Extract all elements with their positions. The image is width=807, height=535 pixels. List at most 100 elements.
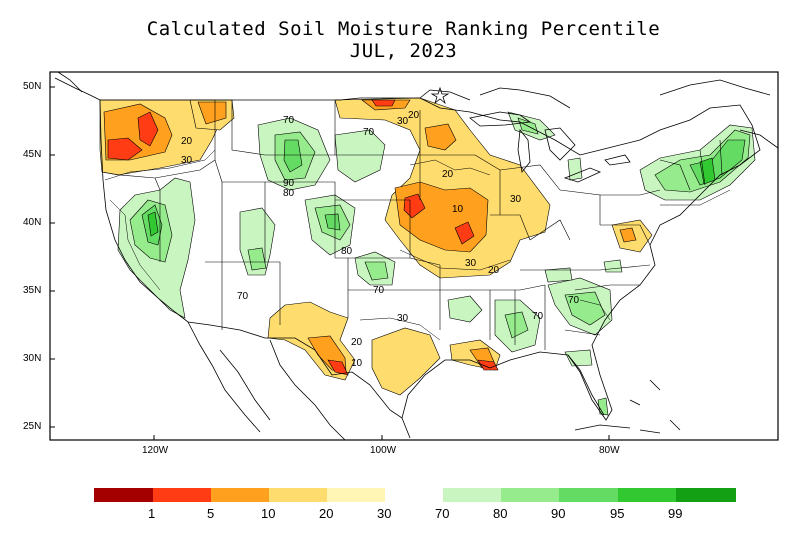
contour-label: 20 (442, 169, 454, 180)
mexico-interior (219, 349, 271, 421)
contour-label: 70 (283, 115, 295, 126)
cuba (574, 424, 631, 431)
geography-lines (54, 71, 779, 441)
dry-region-northwest-severe (107, 137, 143, 161)
wet-region-florida (564, 349, 593, 367)
colorbar-swatch-10-20 (211, 488, 269, 502)
axis-ticks (50, 86, 610, 440)
lat-label: 35N (23, 285, 42, 296)
mexico-east-coast (401, 417, 411, 439)
contour-lines (104, 149, 731, 341)
colorbar-label: 1 (148, 506, 156, 521)
lat-label: 25N (23, 421, 42, 432)
lon-label: 120W (142, 445, 169, 456)
wet-region-montana (334, 129, 386, 183)
wet-region-wyoming-peak (283, 139, 303, 173)
dry-region-minnesota (424, 123, 457, 151)
contour-label: 20 (181, 136, 193, 147)
lake-huron (544, 127, 576, 161)
colorbar-label: 80 (493, 506, 508, 521)
dry-region-southtexas (371, 327, 441, 396)
dry-region-missouri-severe (454, 221, 475, 245)
wet-region-georgia-core (564, 291, 606, 326)
colorbar-label: 95 (610, 506, 625, 521)
contour-label: 30 (397, 116, 409, 127)
contour-label: 70 (568, 295, 580, 306)
colorbar-label: 99 (668, 506, 683, 521)
wet-region-nevada-core (247, 247, 267, 271)
contour-label: 20 (488, 265, 500, 276)
florida-peninsula (567, 354, 605, 416)
wet-region-nevada (239, 207, 276, 276)
colorbar-label: 5 (207, 506, 215, 521)
dry-region-north-border-severe (371, 99, 396, 107)
colorbar-label: 20 (319, 506, 334, 521)
wet-region-mississippi-core (504, 311, 529, 339)
contour-label: 70 (373, 285, 385, 296)
lake-superior (469, 111, 532, 127)
lon-label: 80W (599, 445, 620, 456)
contour-label: 80 (341, 246, 353, 257)
dry-region-midwest (334, 97, 551, 279)
us-coastline (99, 97, 761, 421)
lake-ontario (604, 154, 631, 166)
shaded-regions (99, 97, 756, 416)
wet-region-arkansas (447, 295, 483, 323)
colorbar (94, 488, 736, 502)
canada-quebec (659, 79, 771, 96)
wet-region-sierra-core (147, 211, 159, 237)
contour-label: 70 (532, 311, 544, 322)
contour-label: 70 (237, 291, 249, 302)
bahamas (629, 379, 681, 434)
wet-region-virginia (603, 259, 623, 273)
canada-bc-coast (57, 71, 83, 93)
wet-region-florida-south (597, 397, 609, 416)
canada-nw-coast (54, 77, 101, 101)
colorbar-label: 70 (435, 506, 450, 521)
star-marker (430, 86, 450, 105)
map-subtitle-date: JUL, 2023 (349, 40, 458, 62)
lat-label: 30N (23, 353, 42, 364)
wet-region-oklahoma-core (364, 261, 389, 281)
contour-label: 90 (283, 178, 295, 189)
canada-hudson (419, 89, 471, 101)
contour-label: 30 (181, 155, 193, 166)
colorbar-swatch-5-10 (153, 488, 211, 502)
colorbar-swatch-99 (676, 488, 736, 502)
canada-lakes (479, 87, 571, 109)
contour-label: 10 (452, 204, 464, 215)
colorbar-swatch-20-30 (269, 488, 327, 502)
lat-label: 40N (23, 217, 42, 228)
colorbar-swatch-70-80 (443, 488, 501, 502)
contour-label: 30 (465, 258, 477, 269)
colorbar-label: 90 (551, 506, 566, 521)
wet-region-tennessee (544, 267, 573, 283)
wet-region-colorado-peak (324, 213, 341, 231)
contour-label: 10 (351, 358, 363, 369)
lon-label: 100W (370, 445, 397, 456)
mexico-gulf-coast (269, 339, 346, 441)
colorbar-swatch-30-70-dry (327, 488, 385, 502)
contour-label: 30 (397, 313, 409, 324)
colorbar-swatch-1-5 (94, 488, 153, 502)
lat-label: 50N (23, 81, 42, 92)
mexico-baja-coast (187, 321, 261, 433)
state-boundaries (101, 100, 723, 350)
map-title: Calculated Soil Moisture Ranking Percent… (146, 18, 661, 40)
dry-region-midatlantic-core (619, 227, 637, 243)
dry-region-louisiana-severe (477, 359, 499, 371)
contour-label: 20 (408, 110, 420, 121)
colorbar-swatch-95-99 (618, 488, 676, 502)
contour-label: 80 (283, 188, 295, 199)
dry-region-northwest-severe2 (137, 111, 159, 147)
colorbar-swatch-90-95 (559, 488, 618, 502)
contour-label: 30 (510, 194, 522, 205)
wet-region-ohio (567, 157, 583, 181)
lake-erie (563, 167, 602, 183)
dry-region-montana-core (197, 101, 227, 125)
colorbar-label: 30 (377, 506, 392, 521)
dry-region-bigbend-severe (327, 359, 349, 376)
colorbar-label: 10 (261, 506, 276, 521)
lat-label: 45N (23, 149, 42, 160)
